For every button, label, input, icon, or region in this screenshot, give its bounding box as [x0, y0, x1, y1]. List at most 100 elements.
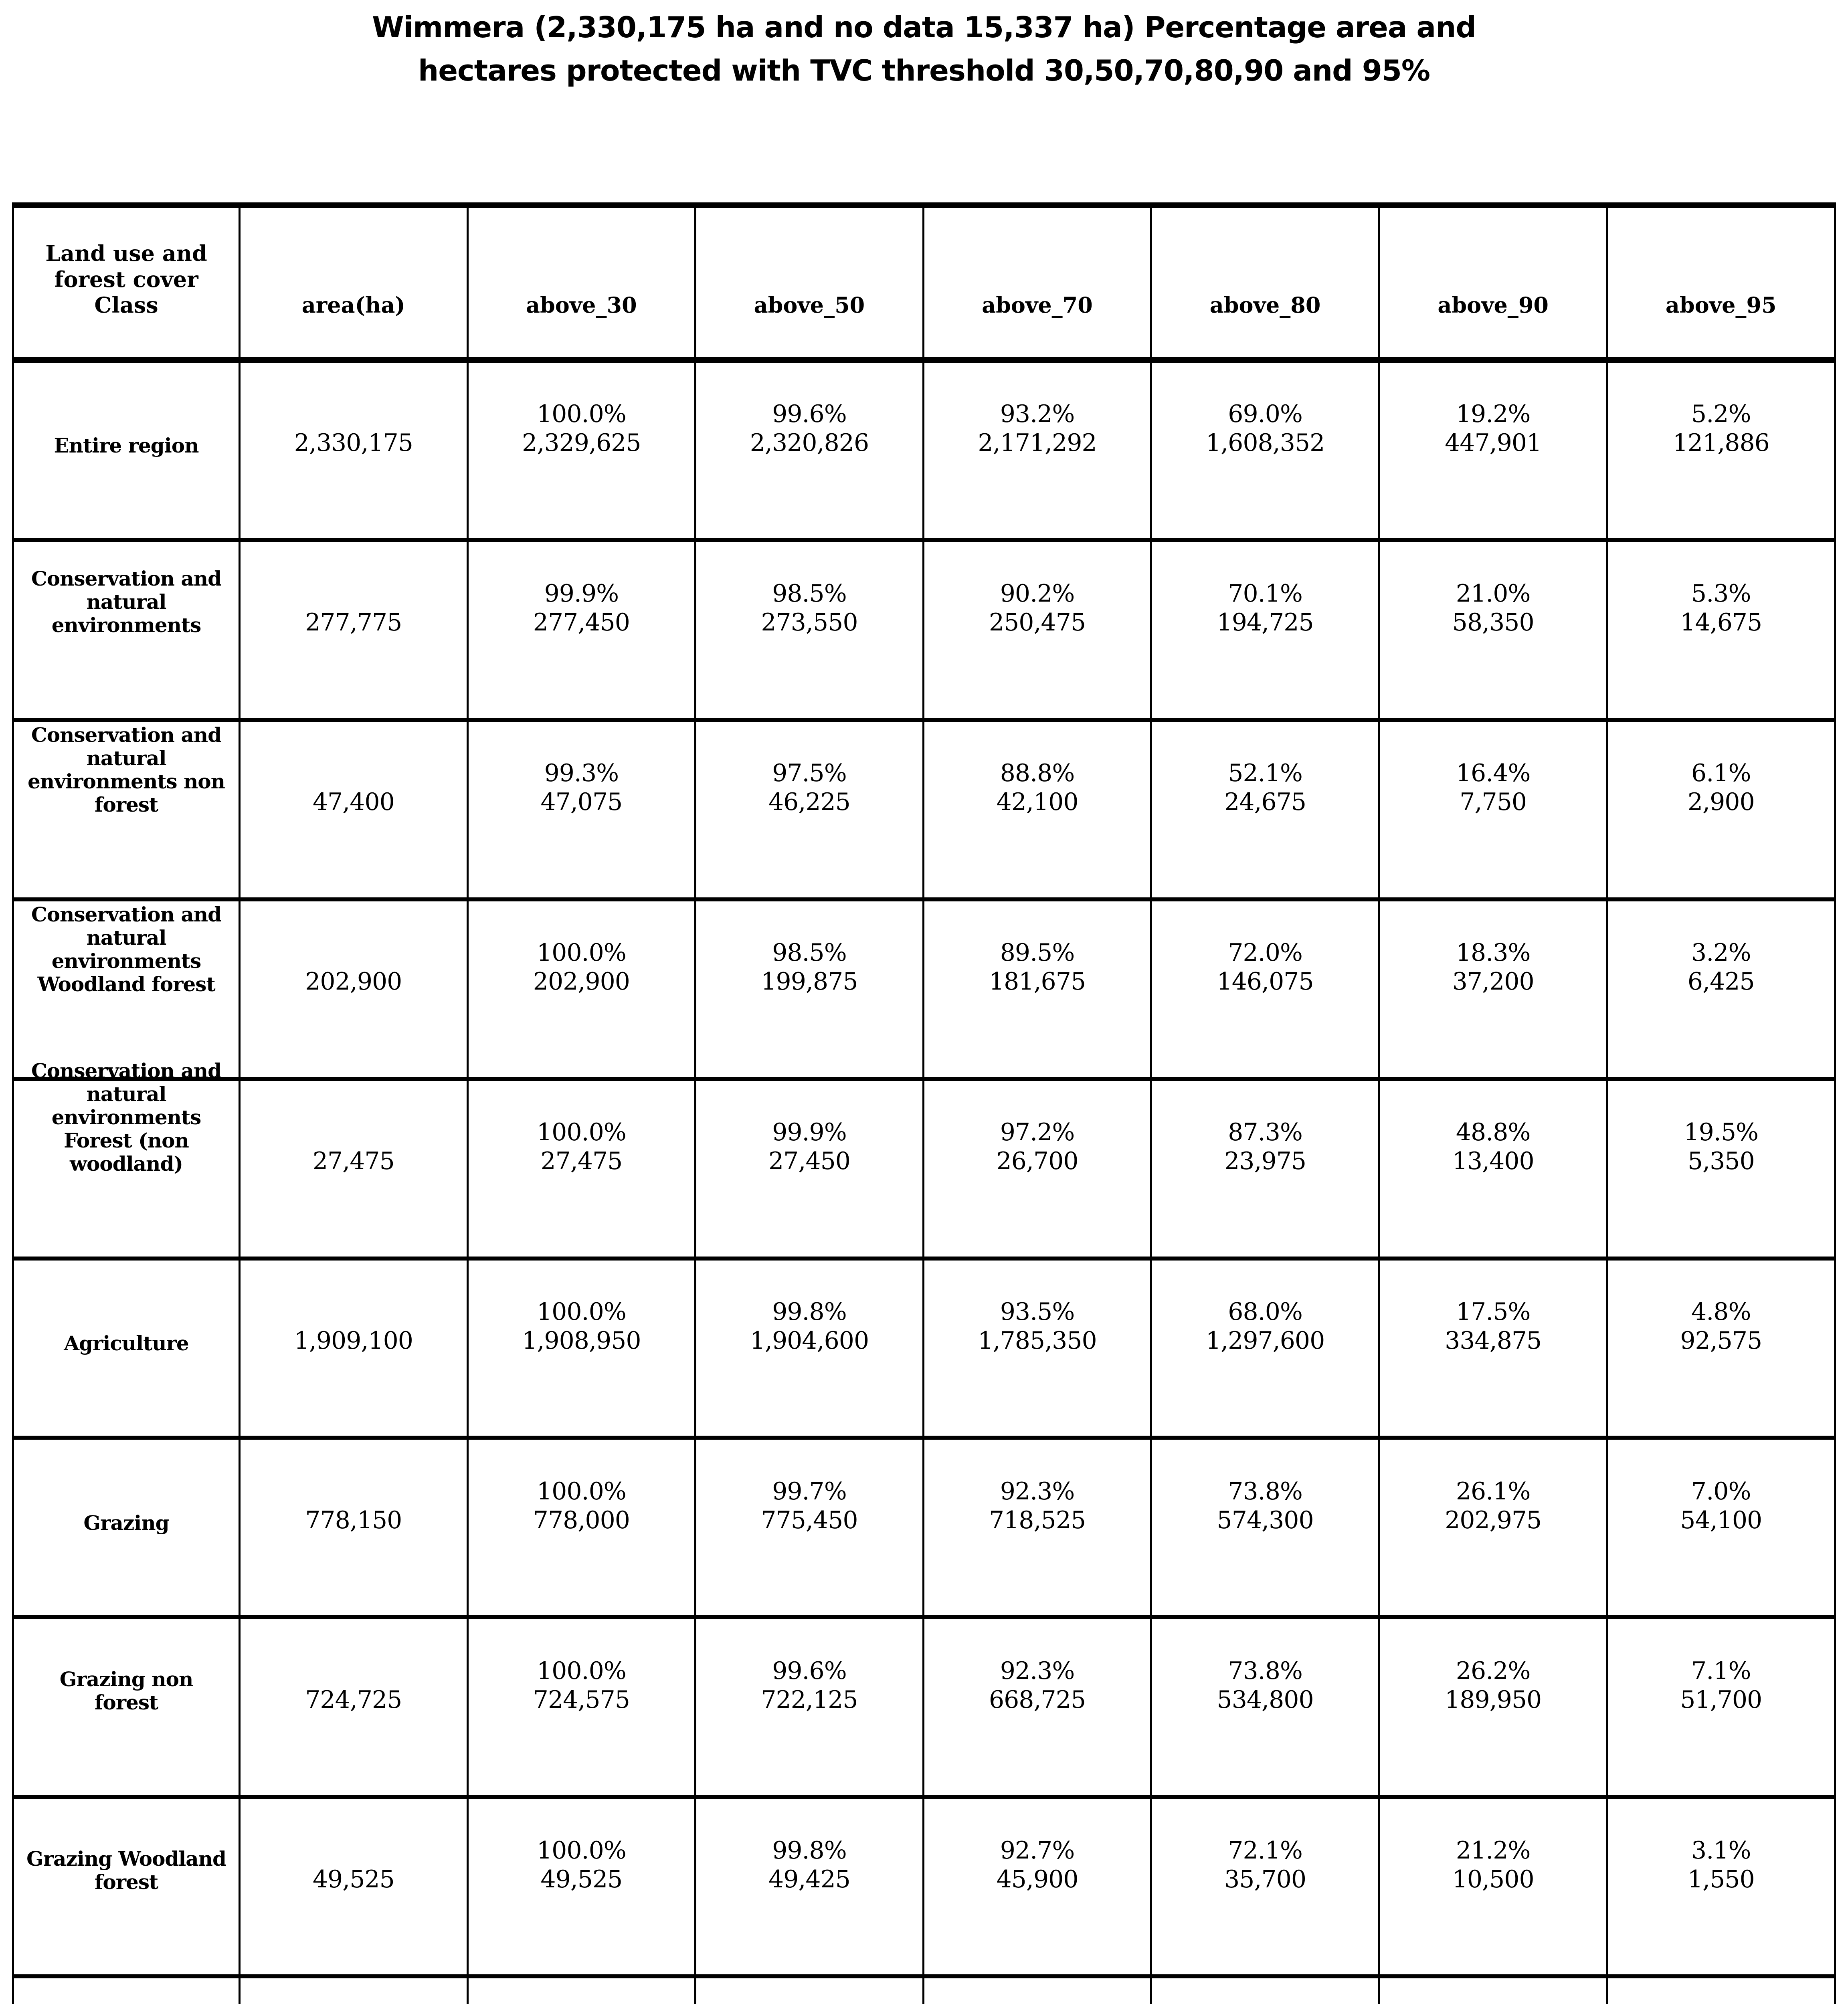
area-cell: 49,525	[239, 1799, 467, 1975]
threshold-values: 73.8% 574,300	[1154, 1477, 1376, 1535]
row-label: Grazing Woodland forest	[26, 1846, 226, 1894]
header-cell-above-80: above_80	[1150, 208, 1378, 357]
hectares-value: 277,450	[533, 608, 630, 637]
percent-value: 88.8%	[1000, 759, 1075, 788]
hectares-value: 2,171,292	[978, 429, 1097, 457]
area-value: 27,475	[312, 1147, 395, 1176]
hectares-value: 23,975	[1224, 1147, 1306, 1176]
threshold-cell: 99.9% 27,450	[694, 1081, 922, 1257]
threshold-cell: 100.0% 202,900	[466, 901, 695, 1077]
threshold-values: 4.8% 92,575	[1610, 1297, 1832, 1355]
percent-value: 73.8%	[1228, 1477, 1303, 1505]
threshold-values: 52.1% 24,675	[1154, 759, 1376, 816]
percent-value: 19.5%	[1684, 1118, 1759, 1147]
hectares-value: 574,300	[1217, 1506, 1314, 1534]
percent-value: 100.0%	[536, 939, 627, 967]
hectares-value: 1,550	[1687, 1865, 1755, 1893]
threshold-values: 100.0% 27,475	[471, 1118, 692, 1176]
threshold-cell: 93.2% 2,171,292	[922, 363, 1150, 538]
threshold-values: 92.7% 45,900	[927, 1836, 1148, 1894]
area-cell: 1,909,100	[239, 1260, 467, 1436]
percent-value: 87.3%	[1228, 1118, 1303, 1147]
area-cell: 2,330,175	[239, 363, 467, 538]
threshold-cell: 4.8% 92,575	[1606, 1260, 1834, 1436]
hectares-value: 35,700	[1224, 1865, 1306, 1893]
area-value: 277,775	[305, 608, 402, 637]
threshold-cell: 89.5% 181,675	[922, 901, 1150, 1077]
header-label: above_50	[754, 292, 865, 318]
table-row: Conservation and natural environments Wo…	[14, 897, 1834, 1077]
threshold-cell: 6.1% 2,900	[1606, 721, 1834, 897]
percent-value: 100.0%	[536, 1657, 627, 1685]
percent-value: 98.5%	[772, 580, 847, 608]
threshold-cell: 99.7% 775,450	[694, 1440, 922, 1616]
threshold-values: 98.5% 199,875	[699, 938, 920, 996]
threshold-values: 100.0% 724,575	[471, 1657, 692, 1714]
hectares-value: 724,575	[533, 1685, 630, 1714]
threshold-values: 93.5% 1,785,350	[927, 1297, 1148, 1355]
page-title-line2: hectares protected with TVC threshold 30…	[418, 54, 1430, 87]
header-cell-above-95: above_95	[1606, 208, 1834, 357]
table-row: Conservation and natural environments 277…	[14, 538, 1834, 718]
hectares-value: 199,875	[761, 968, 858, 996]
header-cell-area: area(ha)	[239, 208, 467, 357]
threshold-cell: 7.1% 51,700	[1606, 1619, 1834, 1795]
threshold-values: 100.0% 778,000	[471, 1477, 692, 1535]
threshold-cell: 100.0% 778,000	[466, 1440, 695, 1616]
threshold-cell: 93.5% 1,785,350	[922, 1260, 1150, 1436]
percent-value: 99.6%	[772, 400, 847, 428]
hectares-value: 5,350	[1687, 1147, 1755, 1176]
threshold-cell: 99.3% 47,075	[466, 721, 695, 897]
header-label: Land use and forest cover Class	[45, 240, 207, 318]
percent-value: 4.8%	[1691, 1298, 1751, 1326]
threshold-cell: 98.5% 199,875	[694, 901, 922, 1077]
threshold-cell: 73.8% 574,300	[1150, 1440, 1378, 1616]
percent-value: 5.2%	[1691, 400, 1751, 428]
header-label: above_70	[982, 292, 1093, 318]
row-label: Conservation and natural environments Fo…	[31, 1059, 222, 1176]
hectares-value: 7,750	[1460, 788, 1527, 816]
percent-value: 48.8%	[1456, 1118, 1531, 1147]
header-cell-above-90: above_90	[1378, 208, 1606, 357]
table-row: Cropping1,125,675100.0%1,125,67599.8%1,1…	[14, 1974, 1834, 2004]
threshold-values: 21.2% 10,500	[1383, 1836, 1604, 1894]
percent-value: 21.0%	[1456, 580, 1531, 608]
threshold-values: 6.1% 2,900	[1610, 759, 1832, 816]
area-value: 1,909,100	[294, 1327, 413, 1355]
threshold-cell: 26.2% 189,950	[1378, 1619, 1606, 1795]
area-value: 47,400	[312, 788, 395, 816]
percent-value: 99.9%	[772, 1118, 847, 1147]
hectares-value: 92,575	[1680, 1327, 1762, 1355]
threshold-values: 5.3% 14,675	[1610, 579, 1832, 637]
threshold-values: 26.1% 202,975	[1383, 1477, 1604, 1535]
table-body: Entire region 2,330,175 100.0% 2,329,625 99.…	[14, 363, 1834, 2004]
hectares-value: 49,525	[540, 1865, 623, 1893]
percent-value: 100.0%	[536, 1477, 627, 1505]
hectares-value: 668,725	[989, 1685, 1086, 1714]
hectares-value: 27,475	[540, 1147, 623, 1176]
threshold-cell: 90.2% 250,475	[922, 542, 1150, 718]
threshold-cell: 21.2% 10,500	[1378, 1799, 1606, 1975]
threshold-values: 90.2% 250,475	[927, 579, 1148, 637]
threshold-values: 3.2% 6,425	[1610, 938, 1832, 996]
hectares-value: 2,900	[1687, 788, 1755, 816]
threshold-values: 16.4% 7,750	[1383, 759, 1604, 816]
table-row: Conservation and natural environments no…	[14, 717, 1834, 897]
hectares-value: 13,400	[1452, 1147, 1535, 1176]
header-label: above_80	[1209, 292, 1321, 318]
row-label-cell: Grazing non forest	[14, 1619, 239, 1795]
percent-value: 98.5%	[772, 939, 847, 967]
threshold-values: 68.0% 1,297,600	[1154, 1297, 1376, 1355]
threshold-cell: 26.1% 202,975	[1378, 1440, 1606, 1616]
percent-value: 26.2%	[1456, 1657, 1531, 1685]
threshold-values: 69.0% 1,608,352	[1154, 400, 1376, 457]
threshold-cell: 72.1% 35,700	[1150, 1799, 1378, 1975]
threshold-cell: 100.0% 724,575	[466, 1619, 695, 1795]
threshold-values: 98.5% 273,550	[699, 579, 920, 637]
hectares-value: 202,975	[1445, 1506, 1542, 1534]
percent-value: 73.8%	[1228, 1657, 1303, 1685]
threshold-values: 73.8% 534,800	[1154, 1657, 1376, 1714]
header-cell-class: Land use and forest cover Class	[14, 208, 239, 357]
percent-value: 97.2%	[1000, 1118, 1075, 1147]
hectares-value: 146,075	[1217, 968, 1314, 996]
